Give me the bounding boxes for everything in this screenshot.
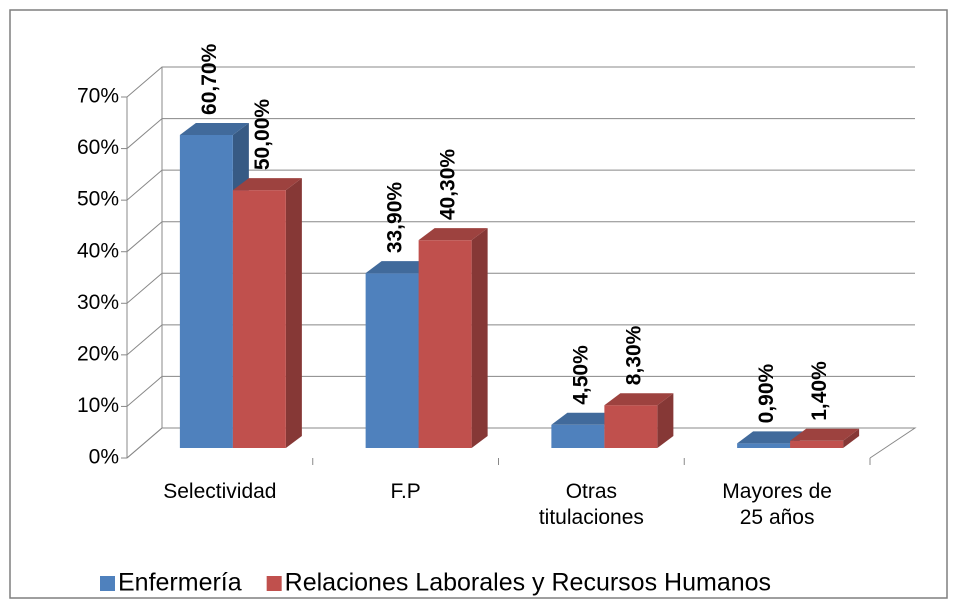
- grid-line: [126, 324, 915, 356]
- bar-front: [232, 190, 286, 448]
- data-label: 40,30%: [437, 149, 460, 221]
- bar-front: [790, 440, 844, 448]
- bar-top: [604, 393, 674, 406]
- y-tick-label: 20%: [77, 342, 119, 365]
- bar-front: [737, 443, 791, 448]
- bar-top: [365, 261, 435, 274]
- grid-line: [126, 272, 915, 304]
- grid-line: [126, 66, 915, 98]
- data-label: 60,70%: [198, 43, 221, 115]
- bar-front: [179, 134, 233, 448]
- y-tick-label: 60%: [77, 136, 119, 159]
- y-tick-label: 40%: [77, 239, 119, 262]
- bar-top: [790, 428, 860, 441]
- grid-line: [126, 221, 915, 253]
- data-label: 50,00%: [251, 99, 274, 171]
- y-tick-label: 10%: [77, 394, 119, 417]
- y-tick-label: 0%: [89, 446, 119, 469]
- bar-side: [843, 428, 860, 448]
- bar-front: [551, 424, 605, 448]
- data-label: 1,40%: [808, 361, 831, 421]
- bar: [604, 393, 674, 448]
- bar-side: [285, 178, 302, 448]
- data-label: 4,50%: [569, 345, 592, 405]
- bar-front: [418, 240, 472, 448]
- legend-swatch: [266, 576, 282, 591]
- data-label: 33,90%: [384, 182, 407, 254]
- bar: [790, 428, 860, 448]
- x-tick-label: Otras titulaciones: [539, 480, 644, 529]
- legend-label: Enfermería: [118, 569, 242, 597]
- data-label: 8,30%: [622, 325, 645, 385]
- bar-top: [179, 122, 249, 135]
- legend-swatch: [100, 576, 115, 591]
- y-tick-label: 30%: [77, 291, 119, 314]
- y-tick-label: 50%: [77, 188, 119, 211]
- legend-label: Relaciones Laborales y Recursos Humanos: [285, 569, 771, 597]
- grid-line: [126, 375, 915, 407]
- bar-top: [418, 228, 488, 241]
- y-tick-label: 70%: [77, 85, 119, 108]
- x-tick-label: Selectividad: [163, 480, 276, 503]
- bar-top: [232, 178, 302, 191]
- bar-side: [657, 393, 674, 448]
- grid-line: [126, 118, 915, 149]
- bar-front: [604, 405, 658, 448]
- bar: [418, 228, 488, 448]
- bar-top: [737, 431, 807, 444]
- bar-front: [365, 273, 419, 448]
- grid-line: [126, 169, 915, 201]
- bar: [232, 178, 302, 448]
- x-tick-label: F.P: [390, 480, 420, 503]
- data-label: 0,90%: [755, 363, 778, 423]
- bar-side: [471, 228, 488, 448]
- bar-top: [551, 412, 621, 425]
- x-tick-label: Mayores de 25 años: [722, 480, 832, 529]
